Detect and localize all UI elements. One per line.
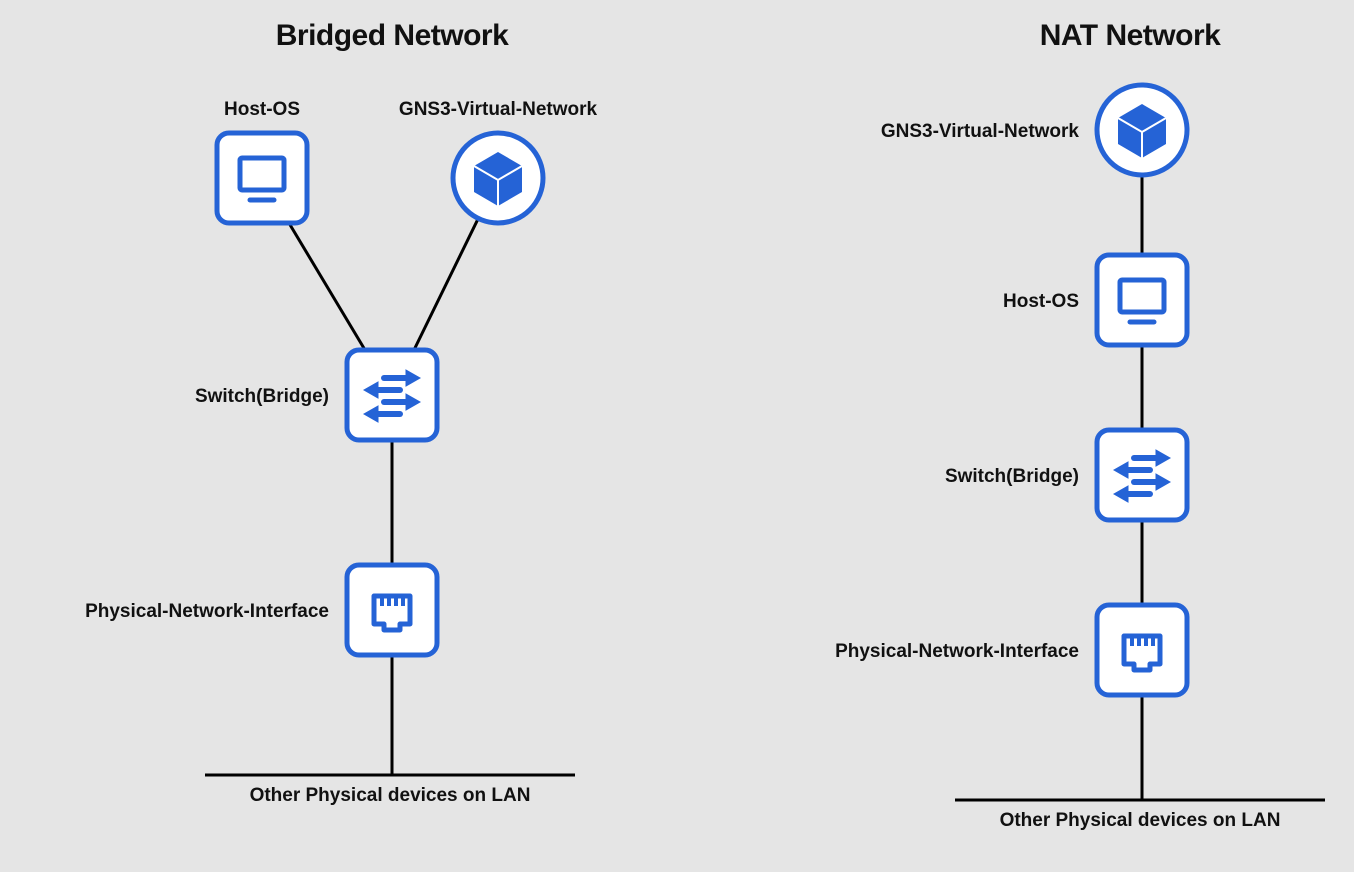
node-switch: Switch(Bridge) xyxy=(945,430,1187,520)
node-label-switch: Switch(Bridge) xyxy=(945,466,1079,487)
nodes-left: Host-OS GNS3-Virtual-Network Switch(Bridge… xyxy=(85,99,597,655)
node-label-switch: Switch(Bridge) xyxy=(195,386,329,407)
node-label-pni: Physical-Network-Interface xyxy=(835,641,1079,662)
node-label-gns3: GNS3-Virtual-Network xyxy=(881,121,1080,142)
lan-label: Other Physical devices on LAN xyxy=(1000,810,1281,831)
node-label-host: Host-OS xyxy=(224,99,300,120)
node-gns3: GNS3-Virtual-Network xyxy=(881,85,1187,175)
node-label-gns3: GNS3-Virtual-Network xyxy=(399,99,598,120)
lan-left: Other Physical devices on LAN xyxy=(205,775,575,806)
node-gns3: GNS3-Virtual-Network xyxy=(399,99,598,223)
network-diagram: Bridged Network NAT Network Host-OSGNS3-… xyxy=(0,0,1354,872)
node-pni: Physical-Network-Interface xyxy=(85,565,437,655)
edge-host-switch xyxy=(289,223,365,350)
left-title: Bridged Network xyxy=(276,19,509,52)
node-host: Host-OS xyxy=(217,99,307,223)
edges-left xyxy=(289,218,478,775)
nodes-right: GNS3-Virtual-Network Host-OS Switch(Bridge… xyxy=(835,85,1187,695)
node-host: Host-OS xyxy=(1003,255,1187,345)
right-title: NAT Network xyxy=(1040,19,1221,52)
lan-label: Other Physical devices on LAN xyxy=(250,785,531,806)
node-pni: Physical-Network-Interface xyxy=(835,605,1187,695)
node-label-pni: Physical-Network-Interface xyxy=(85,601,329,622)
node-switch: Switch(Bridge) xyxy=(195,350,437,440)
edge-gns3-switch xyxy=(414,218,478,350)
node-label-host: Host-OS xyxy=(1003,291,1079,312)
lan-right: Other Physical devices on LAN xyxy=(955,800,1325,831)
